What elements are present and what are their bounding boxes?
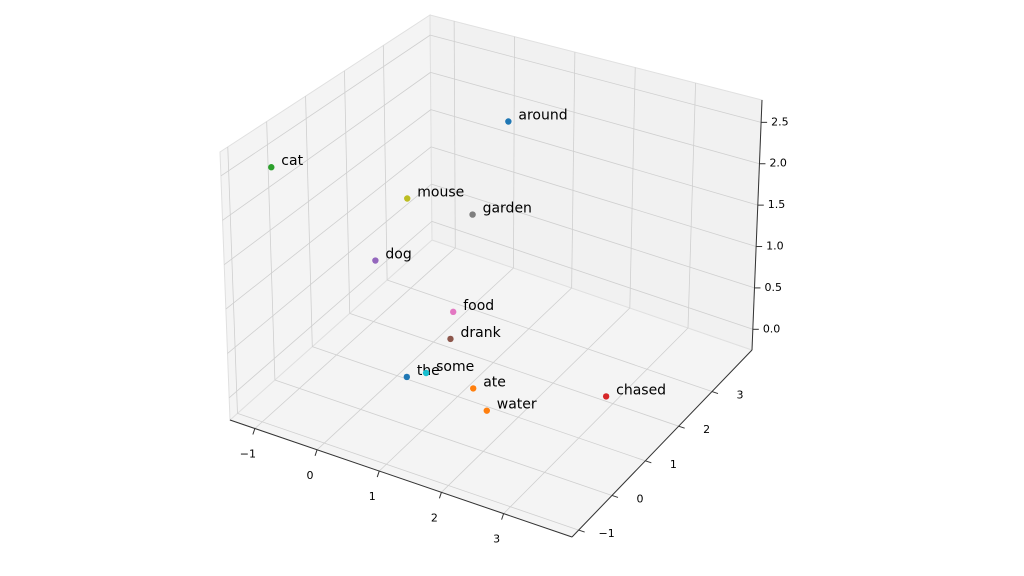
point bbox=[403, 373, 411, 381]
grid-line bbox=[305, 96, 313, 347]
x-tick bbox=[501, 513, 505, 520]
point-label: cat bbox=[281, 153, 303, 169]
y-tick bbox=[711, 391, 719, 395]
y-tick-label: −1 bbox=[599, 527, 615, 540]
grid-line bbox=[453, 21, 456, 249]
grid-line bbox=[431, 146, 757, 247]
z-tick-label: 0.0 bbox=[763, 322, 781, 335]
grid-line bbox=[441, 307, 631, 493]
grid-line bbox=[223, 109, 432, 266]
grid-line bbox=[513, 36, 515, 269]
grid-line bbox=[227, 146, 238, 414]
grid-line bbox=[228, 221, 433, 399]
x-tick bbox=[438, 492, 442, 499]
grid-line bbox=[386, 279, 713, 392]
y-tick-label: 2 bbox=[703, 423, 710, 436]
point-label: ate bbox=[483, 374, 506, 390]
grid-line bbox=[431, 183, 755, 289]
grid-line bbox=[430, 34, 762, 123]
point-label: around bbox=[518, 108, 567, 124]
grid-line bbox=[344, 70, 351, 314]
y-tick bbox=[645, 460, 652, 464]
y-tick-label: 0 bbox=[637, 492, 644, 505]
x-tick bbox=[252, 428, 256, 435]
grid-line bbox=[430, 109, 758, 206]
point-label: some bbox=[436, 359, 474, 375]
grid-line bbox=[571, 52, 576, 289]
point-label: dog bbox=[385, 247, 411, 263]
point bbox=[469, 211, 476, 218]
x-tick-label: −1 bbox=[240, 448, 256, 461]
grid-line bbox=[431, 220, 753, 330]
point-label: garden bbox=[483, 201, 532, 217]
x-tick-label: 1 bbox=[369, 490, 376, 503]
point bbox=[372, 257, 379, 264]
x-tick bbox=[376, 470, 380, 478]
y-tick bbox=[611, 494, 619, 498]
point-label: mouse bbox=[417, 185, 464, 201]
point-label: food bbox=[463, 298, 494, 314]
x-tick bbox=[314, 449, 318, 456]
grid-line bbox=[266, 121, 276, 381]
grid-line bbox=[629, 67, 636, 309]
y-tick bbox=[678, 425, 685, 429]
y-tick-label: 3 bbox=[737, 389, 744, 402]
z-axis-line bbox=[751, 99, 763, 351]
point bbox=[447, 335, 454, 343]
point-label: drank bbox=[460, 325, 501, 341]
grid-line bbox=[503, 327, 689, 514]
z-tick-label: 1.0 bbox=[766, 240, 784, 253]
grid-line bbox=[349, 312, 679, 427]
z-tick-label: 0.5 bbox=[764, 281, 782, 294]
point bbox=[470, 385, 477, 392]
grid-line bbox=[274, 379, 613, 496]
grid-line bbox=[316, 267, 514, 451]
x-tick-label: 2 bbox=[431, 511, 438, 524]
grid-line bbox=[254, 247, 456, 429]
point-label: water bbox=[497, 397, 537, 413]
grid-line bbox=[227, 183, 432, 354]
point bbox=[450, 308, 457, 316]
z-tick-label: 1.5 bbox=[768, 198, 786, 211]
grid-line bbox=[225, 146, 432, 310]
point bbox=[483, 407, 490, 414]
point bbox=[404, 195, 411, 202]
x-tick-label: 0 bbox=[307, 469, 314, 482]
y-tick-label: 1 bbox=[670, 458, 677, 471]
y-axis-line bbox=[571, 349, 753, 538]
grid-line bbox=[382, 45, 388, 281]
grid-line bbox=[378, 287, 572, 472]
grid-line bbox=[220, 34, 431, 177]
z-tick-label: 2.5 bbox=[771, 115, 789, 128]
grid-line bbox=[687, 82, 696, 329]
x-tick-label: 3 bbox=[493, 533, 500, 546]
y-tick bbox=[578, 529, 585, 533]
point bbox=[505, 118, 512, 125]
point bbox=[422, 369, 430, 377]
grid-line bbox=[430, 71, 760, 165]
x-axis-line bbox=[229, 419, 573, 538]
grid-line bbox=[237, 412, 579, 531]
z-tick-label: 2.0 bbox=[769, 157, 787, 170]
grid-line bbox=[312, 346, 646, 462]
point bbox=[268, 164, 275, 171]
point bbox=[602, 393, 610, 400]
grid-line bbox=[222, 72, 431, 221]
point-label: chased bbox=[616, 382, 666, 398]
